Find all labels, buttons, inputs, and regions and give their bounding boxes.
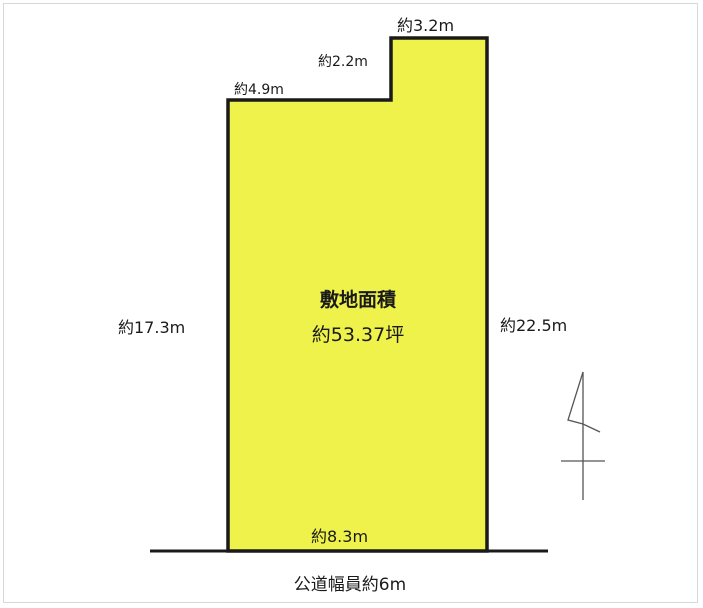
area-label: 敷地面積 (320, 288, 396, 311)
area-value: 約53.37坪 (312, 324, 404, 346)
image-frame (3, 3, 698, 603)
dim-top-left: 約4.9m (234, 82, 284, 98)
dim-step-vertical: 約2.2m (318, 54, 368, 70)
north-arrow-icon (561, 371, 605, 500)
dim-left-side: 約17.3m (118, 318, 185, 337)
dim-right-side: 約22.5m (500, 316, 567, 335)
dim-top-right: 約3.2m (397, 16, 454, 35)
dim-frontage: 約8.3m (311, 527, 368, 546)
road-label: 公道幅員約6m (294, 575, 406, 595)
